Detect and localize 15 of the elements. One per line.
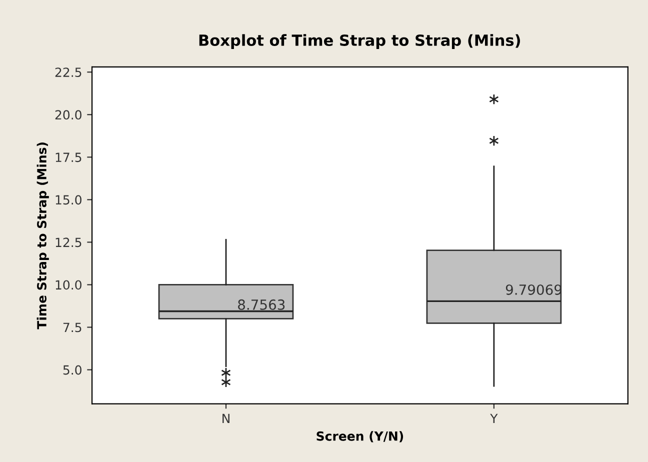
- y-tick-label: 12.5: [56, 238, 82, 248]
- y-tick-label: 17.5: [56, 152, 82, 162]
- y-tick-label: 20.0: [55, 110, 82, 120]
- y-axis-title: Time Strap to Strap (Mins): [36, 142, 49, 330]
- annotation: 8.7563: [238, 299, 285, 310]
- y-tick-label: 15.0: [56, 195, 82, 205]
- y-tick-label: 7.5: [63, 322, 82, 332]
- annotation: 9.79069: [506, 284, 562, 295]
- y-tick-label: 5.0: [63, 365, 82, 375]
- x-axis-title: Screen (Y/N): [316, 431, 404, 442]
- y-tick-label: 22.5: [55, 68, 82, 78]
- x-tick-label: Y: [490, 414, 498, 424]
- chart-title: Boxplot of Time Strap to Strap (Mins): [199, 34, 520, 49]
- y-tick-label: 10.0: [56, 280, 82, 290]
- x-tick-label: N: [222, 414, 230, 424]
